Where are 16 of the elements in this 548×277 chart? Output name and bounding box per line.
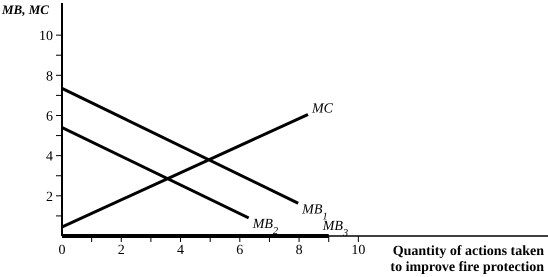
y-tick-label: 2: [46, 190, 53, 205]
series-label: MB$_{2}$: [252, 216, 279, 236]
x-tick-label: 0: [58, 243, 66, 258]
series-label: MC: [310, 101, 334, 116]
x-tick-label: 2: [118, 243, 125, 258]
y-tick-label: 8: [46, 69, 53, 84]
y-tick-label: 4: [46, 150, 53, 165]
x-axis-title: Quantity of actions taken to improve fire protection: [390, 244, 544, 275]
y-tick-label: 6: [46, 109, 53, 124]
x-tick-label: 4: [177, 243, 184, 258]
x-tick-label: 8: [296, 243, 303, 258]
y-axis-title: MB, MC: [1, 2, 50, 17]
series-label: MB$_{1}$: [301, 202, 328, 222]
y-tick-label: 10: [39, 29, 53, 44]
x-tick-label: 10: [351, 243, 366, 258]
x-tick-label: 6: [236, 243, 244, 258]
